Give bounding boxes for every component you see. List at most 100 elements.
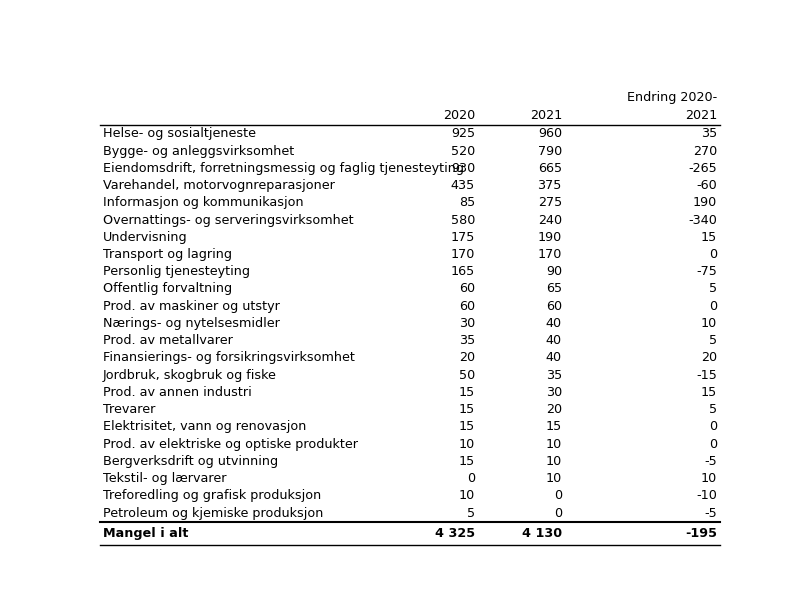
- Text: Eiendomsdrift, forretningsmessig og faglig tjenesteyting: Eiendomsdrift, forretningsmessig og fagl…: [103, 162, 464, 175]
- Text: 580: 580: [450, 214, 475, 226]
- Text: -340: -340: [688, 214, 717, 226]
- Text: 0: 0: [554, 489, 562, 502]
- Text: 15: 15: [546, 420, 562, 433]
- Text: Finansierings- og forsikringsvirksomhet: Finansierings- og forsikringsvirksomhet: [103, 352, 355, 364]
- Text: -265: -265: [688, 162, 717, 175]
- Text: 10: 10: [546, 455, 562, 468]
- Text: -5: -5: [704, 455, 717, 468]
- Text: 170: 170: [450, 248, 475, 261]
- Text: 190: 190: [693, 196, 717, 209]
- Text: 15: 15: [459, 455, 475, 468]
- Text: Nærings- og nytelsesmidler: Nærings- og nytelsesmidler: [103, 317, 280, 330]
- Text: 20: 20: [459, 352, 475, 364]
- Text: Prod. av metallvarer: Prod. av metallvarer: [103, 334, 233, 347]
- Text: Treforedling og grafisk produksjon: Treforedling og grafisk produksjon: [103, 489, 322, 502]
- Text: Personlig tjenesteyting: Personlig tjenesteyting: [103, 265, 250, 278]
- Text: 5: 5: [709, 334, 717, 347]
- Text: 665: 665: [538, 162, 562, 175]
- Text: 85: 85: [459, 196, 475, 209]
- Text: 0: 0: [709, 299, 717, 313]
- Text: 240: 240: [538, 214, 562, 226]
- Text: 40: 40: [546, 352, 562, 364]
- Text: 190: 190: [538, 231, 562, 244]
- Text: 0: 0: [709, 248, 717, 261]
- Text: -15: -15: [696, 368, 717, 382]
- Text: Overnattings- og serveringsvirksomhet: Overnattings- og serveringsvirksomhet: [103, 214, 354, 226]
- Text: 4 325: 4 325: [435, 527, 475, 540]
- Text: Varehandel, motorvognreparasjoner: Varehandel, motorvognreparasjoner: [103, 179, 335, 192]
- Text: Trevarer: Trevarer: [103, 403, 155, 416]
- Text: 10: 10: [459, 437, 475, 451]
- Text: 20: 20: [701, 352, 717, 364]
- Text: Informasjon og kommunikasjon: Informasjon og kommunikasjon: [103, 196, 304, 209]
- Text: 4 130: 4 130: [522, 527, 562, 540]
- Text: Helse- og sosialtjeneste: Helse- og sosialtjeneste: [103, 128, 256, 140]
- Text: 30: 30: [546, 386, 562, 399]
- Text: Elektrisitet, vann og renovasjon: Elektrisitet, vann og renovasjon: [103, 420, 306, 433]
- Text: 790: 790: [538, 145, 562, 157]
- Text: 960: 960: [538, 128, 562, 140]
- Text: 35: 35: [546, 368, 562, 382]
- Text: 10: 10: [546, 437, 562, 451]
- Text: 435: 435: [451, 179, 475, 192]
- Text: Endring 2020-: Endring 2020-: [626, 91, 717, 104]
- Text: 35: 35: [701, 128, 717, 140]
- Text: 15: 15: [459, 420, 475, 433]
- Text: 0: 0: [709, 420, 717, 433]
- Text: -75: -75: [696, 265, 717, 278]
- Text: 5: 5: [709, 403, 717, 416]
- Text: 15: 15: [459, 403, 475, 416]
- Text: 2020: 2020: [443, 108, 475, 122]
- Text: 20: 20: [546, 403, 562, 416]
- Text: -10: -10: [696, 489, 717, 502]
- Text: 0: 0: [467, 472, 475, 485]
- Text: 15: 15: [701, 386, 717, 399]
- Text: 175: 175: [450, 231, 475, 244]
- Text: 375: 375: [538, 179, 562, 192]
- Text: 925: 925: [451, 128, 475, 140]
- Text: 90: 90: [546, 265, 562, 278]
- Text: Bergverksdrift og utvinning: Bergverksdrift og utvinning: [103, 455, 278, 468]
- Text: 15: 15: [459, 386, 475, 399]
- Text: 60: 60: [459, 299, 475, 313]
- Text: 170: 170: [538, 248, 562, 261]
- Text: Transport og lagring: Transport og lagring: [103, 248, 232, 261]
- Text: Prod. av annen industri: Prod. av annen industri: [103, 386, 252, 399]
- Text: 60: 60: [546, 299, 562, 313]
- Text: -5: -5: [704, 506, 717, 520]
- Text: 0: 0: [709, 437, 717, 451]
- Text: Prod. av elektriske og optiske produkter: Prod. av elektriske og optiske produkter: [103, 437, 358, 451]
- Text: 5: 5: [709, 283, 717, 295]
- Text: Tekstil- og lærvarer: Tekstil- og lærvarer: [103, 472, 226, 485]
- Text: Jordbruk, skogbruk og fiske: Jordbruk, skogbruk og fiske: [103, 368, 277, 382]
- Text: 520: 520: [451, 145, 475, 157]
- Text: 275: 275: [538, 196, 562, 209]
- Text: Mangel i alt: Mangel i alt: [103, 527, 189, 540]
- Text: 10: 10: [459, 489, 475, 502]
- Text: 65: 65: [546, 283, 562, 295]
- Text: -195: -195: [685, 527, 717, 540]
- Text: -60: -60: [696, 179, 717, 192]
- Text: 40: 40: [546, 334, 562, 347]
- Text: 15: 15: [701, 231, 717, 244]
- Text: 0: 0: [554, 506, 562, 520]
- Text: 10: 10: [701, 472, 717, 485]
- Text: 35: 35: [459, 334, 475, 347]
- Text: Undervisning: Undervisning: [103, 231, 188, 244]
- Text: 2021: 2021: [530, 108, 562, 122]
- Text: Offentlig forvaltning: Offentlig forvaltning: [103, 283, 232, 295]
- Text: Prod. av maskiner og utstyr: Prod. av maskiner og utstyr: [103, 299, 280, 313]
- Text: 165: 165: [451, 265, 475, 278]
- Text: 930: 930: [451, 162, 475, 175]
- Text: 30: 30: [459, 317, 475, 330]
- Text: 50: 50: [459, 368, 475, 382]
- Text: Bygge- og anleggsvirksomhet: Bygge- og anleggsvirksomhet: [103, 145, 294, 157]
- Text: Petroleum og kjemiske produksjon: Petroleum og kjemiske produksjon: [103, 506, 323, 520]
- Text: 2021: 2021: [685, 108, 717, 122]
- Text: 60: 60: [459, 283, 475, 295]
- Text: 10: 10: [701, 317, 717, 330]
- Text: 5: 5: [467, 506, 475, 520]
- Text: 270: 270: [693, 145, 717, 157]
- Text: 10: 10: [546, 472, 562, 485]
- Text: 40: 40: [546, 317, 562, 330]
